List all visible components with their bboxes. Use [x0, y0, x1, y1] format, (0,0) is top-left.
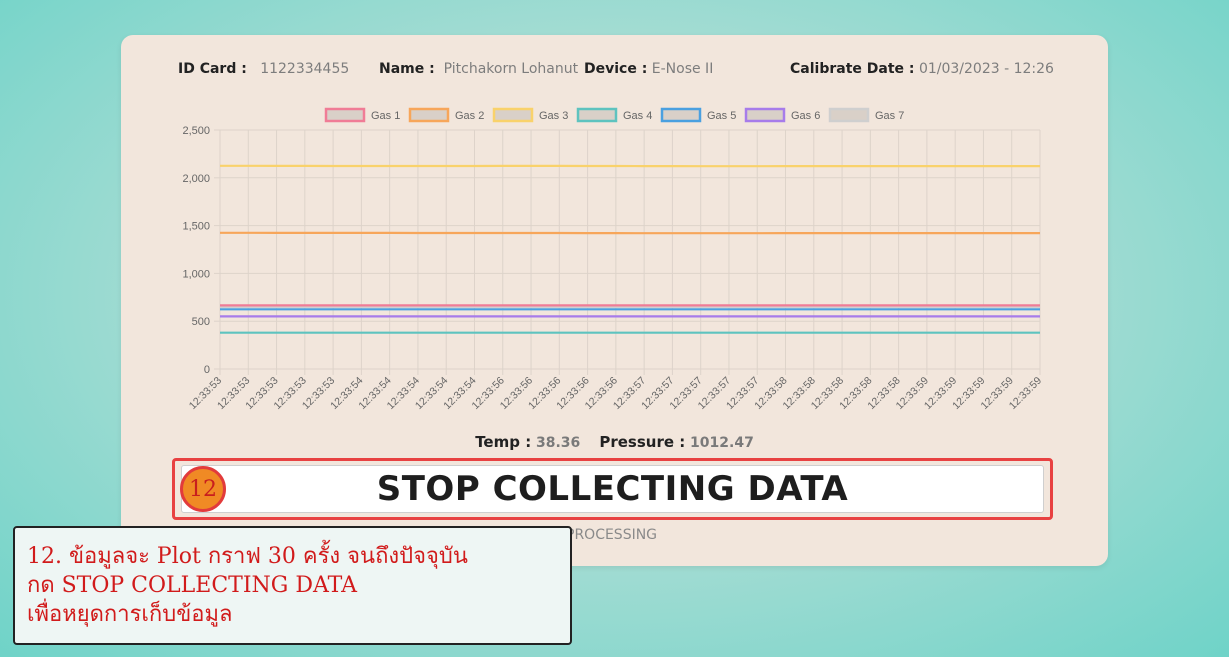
- legend-label: Gas 7: [875, 110, 904, 122]
- stop-collecting-button[interactable]: STOP COLLECTING DATA: [181, 465, 1044, 513]
- legend-label: Gas 1: [371, 110, 400, 122]
- y-tick-label: 0: [204, 364, 210, 376]
- device-label: Device :: [584, 61, 648, 77]
- legend-label: Gas 6: [791, 110, 820, 122]
- legend-swatch: [408, 107, 450, 123]
- id-card-label: ID Card :: [178, 61, 247, 77]
- y-tick-label: 2,500: [182, 125, 210, 137]
- legend-swatch: [660, 107, 702, 123]
- temp-label: Temp :: [475, 433, 532, 451]
- sensor-readout: Temp : 38.36 Pressure : 1012.47: [0, 433, 1229, 451]
- name-value: Pitchakorn Lohanut: [443, 61, 579, 77]
- tutorial-note: 12. ข้อมูลจะ Plot กราฟ 30 ครั้ง จนถึงปัจ…: [13, 526, 572, 645]
- device-value: E-Nose II: [651, 61, 714, 77]
- calibrate-date-value: 01/03/2023 - 12:26: [918, 61, 1054, 77]
- pressure-label: Pressure :: [599, 433, 686, 451]
- id-card-value: 1122334455: [260, 61, 350, 77]
- y-tick-label: 1,500: [182, 221, 210, 233]
- gas-line-chart: 05001,0001,5002,0002,50012:33:5312:33:53…: [182, 107, 1044, 412]
- legend-swatch: [576, 107, 618, 123]
- step-number-badge: 12: [180, 466, 226, 512]
- legend-label: Gas 2: [455, 110, 484, 122]
- legend-swatch: [492, 107, 534, 123]
- legend-label: Gas 3: [539, 110, 568, 122]
- legend-swatch: [828, 107, 870, 123]
- legend-swatch: [324, 107, 366, 123]
- calibrate-date-field: Calibrate Date : 01/03/2023 - 12:26: [790, 61, 1054, 77]
- legend-label: Gas 5: [707, 110, 736, 122]
- tutorial-line: เพื่อหยุดการเก็บข้อมูล: [27, 602, 233, 627]
- name-field: Name : Pitchakorn Lohanut: [379, 61, 578, 77]
- y-tick-label: 1,000: [182, 268, 210, 280]
- tutorial-line: กด STOP COLLECTING DATA: [27, 573, 358, 598]
- legend-swatch: [744, 107, 786, 123]
- y-tick-label: 500: [192, 316, 210, 328]
- calibrate-date-label: Calibrate Date :: [790, 61, 915, 77]
- y-tick-label: 2,000: [182, 173, 210, 185]
- temp-value: 38.36: [535, 435, 581, 451]
- id-card-field: ID Card : 1122334455: [178, 61, 349, 77]
- name-label: Name :: [379, 61, 435, 77]
- stop-button-highlight: STOP COLLECTING DATA: [172, 458, 1053, 520]
- device-field: Device : E-Nose II: [584, 61, 713, 77]
- pressure-value: 1012.47: [690, 435, 754, 451]
- legend-label: Gas 4: [623, 110, 652, 122]
- processing-status: PROCESSING: [566, 527, 658, 543]
- tutorial-line: 12. ข้อมูลจะ Plot กราฟ 30 ครั้ง จนถึงปัจ…: [27, 544, 468, 569]
